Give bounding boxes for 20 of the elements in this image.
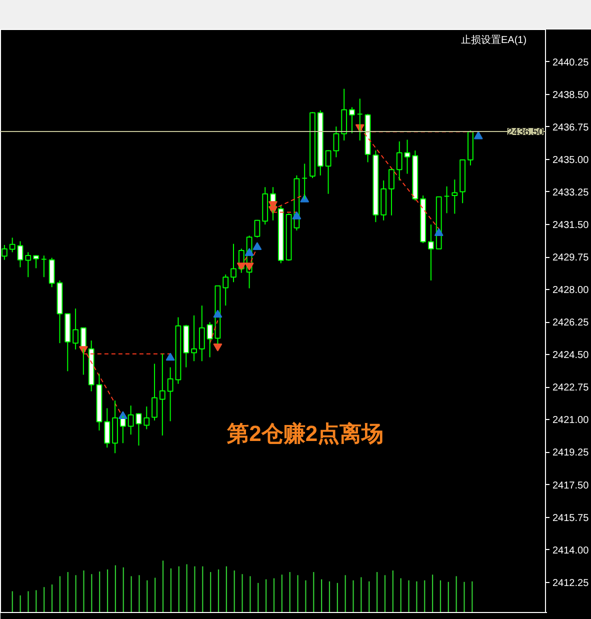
y-tick-label: 2431.50 [552, 220, 590, 232]
y-tick-label: 2438.50 [552, 90, 590, 101]
y-tick-label: 2426.25 [552, 318, 590, 329]
y-tick-label: 2424.50 [552, 350, 590, 362]
y-tick-label: 2440.25 [552, 57, 590, 68]
y-tick-label: 2412.25 [552, 578, 590, 589]
annotation: 止损设置EA(1) [461, 34, 527, 46]
y-tick-label: 2419.25 [552, 448, 590, 459]
y-tick-label: 2429.75 [552, 252, 590, 264]
y-tick-label: 2435.00 [552, 154, 590, 166]
y-tick-label: 2422.75 [552, 382, 590, 394]
y-tick-label: 2414.00 [552, 545, 590, 556]
y-tick-label: 2417.50 [552, 480, 590, 492]
annotation: 第2仓赚2点离场 [226, 421, 384, 446]
y-tick-label: 2415.75 [552, 512, 590, 524]
y-tick-label: 2436.75 [552, 122, 590, 134]
ref-line-label: 2436.50 [507, 127, 544, 138]
y-tick-label: 2428.00 [552, 285, 590, 296]
y-tick-label: 2421.00 [552, 415, 590, 426]
y-tick-label: 2433.25 [552, 187, 590, 198]
